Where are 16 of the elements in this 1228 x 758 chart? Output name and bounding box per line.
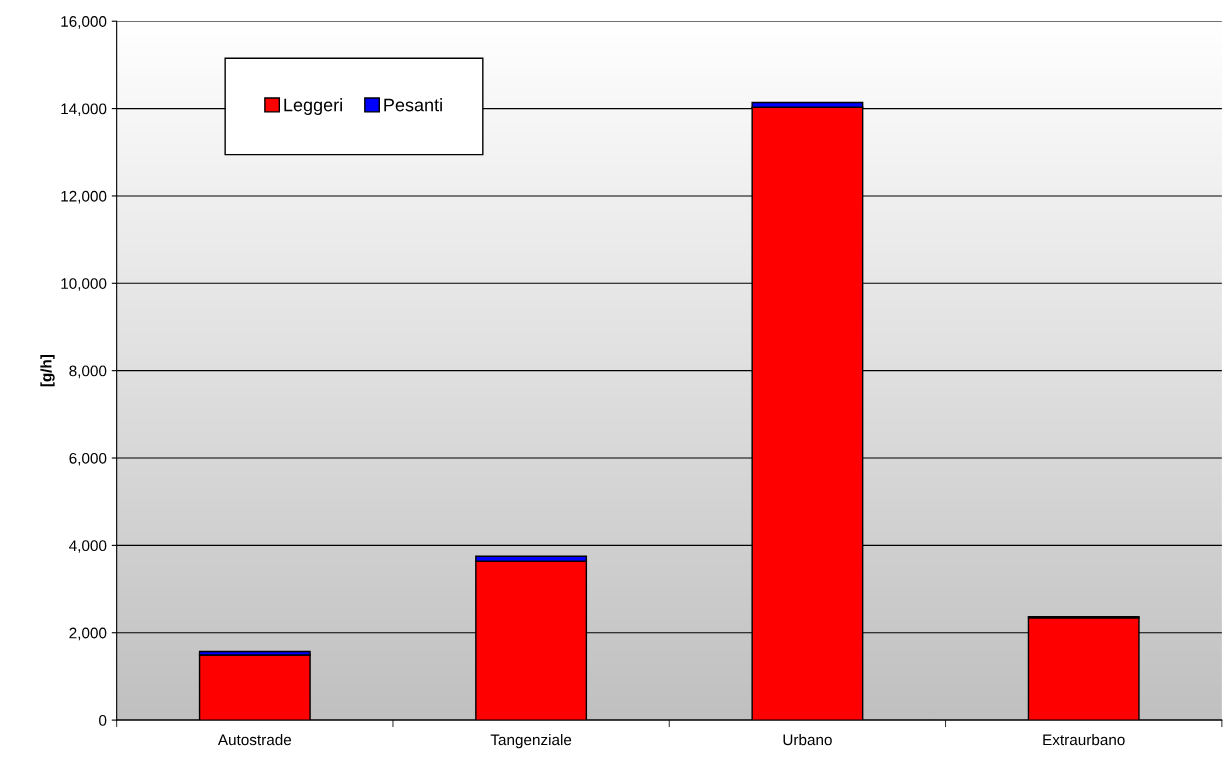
- y-tick-label: 10,000: [61, 278, 107, 291]
- y-tick-label: 6,000: [69, 452, 107, 466]
- y-tick-label: 12,000: [61, 190, 107, 204]
- y-tick-label: 0: [99, 714, 107, 726]
- y-tick-label: 14,000: [61, 103, 107, 117]
- y-axis-title: [g/h]: [40, 354, 55, 387]
- x-tick-label: Extraurbano: [1043, 733, 1125, 746]
- y-tick-label: 8,000: [69, 365, 107, 379]
- y-tick-label: 4,000: [69, 540, 107, 553]
- x-tick-label: Autostrade: [217, 733, 292, 746]
- legend-label: Leggeri: [284, 98, 342, 115]
- y-tick-label: 16,000: [61, 16, 107, 29]
- x-tick-label: Tangenziale: [490, 733, 572, 749]
- legend-label: Pesanti: [384, 98, 442, 112]
- x-tick-label: Urbano: [783, 733, 832, 746]
- y-tick-label: 2,000: [69, 627, 107, 641]
